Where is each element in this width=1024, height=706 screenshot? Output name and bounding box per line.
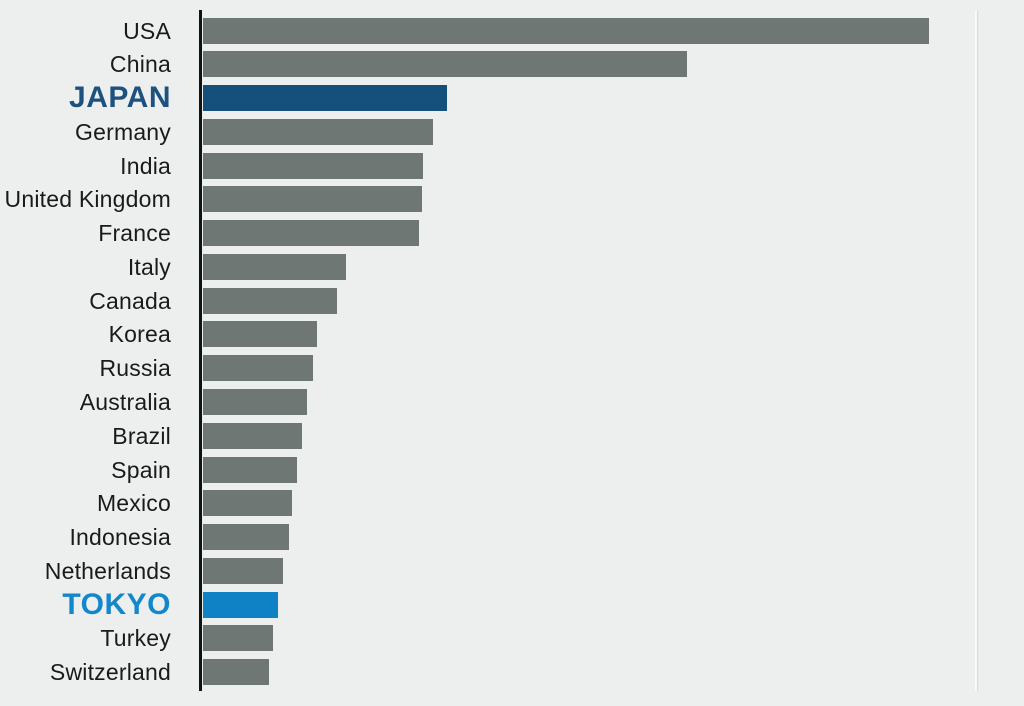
row-label-switzerland: Switzerland bbox=[49, 658, 171, 685]
row-label-india: India bbox=[120, 152, 171, 179]
row-label-france: France bbox=[98, 219, 171, 246]
row-label-australia: Australia bbox=[79, 388, 171, 415]
bar-united-kingdom bbox=[203, 186, 422, 212]
bar-netherlands bbox=[203, 558, 283, 584]
row-label-netherlands: Netherlands bbox=[44, 557, 171, 584]
bar-spain bbox=[203, 457, 297, 483]
row-label-korea: Korea bbox=[108, 320, 171, 347]
bar-china bbox=[203, 51, 687, 77]
row-label-japan: JAPAN bbox=[69, 81, 171, 114]
bar-korea bbox=[203, 321, 317, 347]
y-axis-baseline bbox=[199, 10, 202, 691]
bar-tokyo bbox=[203, 592, 278, 618]
row-label-china: China bbox=[109, 50, 171, 77]
row-label-mexico: Mexico bbox=[96, 489, 171, 516]
bar-indonesia bbox=[203, 524, 289, 550]
bar-india bbox=[203, 153, 423, 179]
bar-russia bbox=[203, 355, 313, 381]
bar-brazil bbox=[203, 423, 302, 449]
row-label-usa: USA bbox=[123, 17, 171, 44]
bar-japan bbox=[203, 85, 447, 111]
bar-germany bbox=[203, 119, 433, 145]
row-label-turkey: Turkey bbox=[100, 624, 171, 651]
bar-turkey bbox=[203, 625, 273, 651]
bar-italy bbox=[203, 254, 346, 280]
bar-mexico bbox=[203, 490, 292, 516]
row-label-russia: Russia bbox=[99, 354, 171, 381]
row-label-germany: Germany bbox=[75, 118, 171, 145]
bar-australia bbox=[203, 389, 307, 415]
row-label-canada: Canada bbox=[89, 287, 171, 314]
row-label-united-kingdom: United Kingdom bbox=[4, 185, 171, 212]
row-label-brazil: Brazil bbox=[112, 422, 171, 449]
row-label-tokyo: TOKYO bbox=[62, 588, 171, 621]
row-label-italy: Italy bbox=[127, 253, 171, 280]
bar-switzerland bbox=[203, 659, 269, 685]
row-label-spain: Spain bbox=[111, 456, 171, 483]
right-gridline bbox=[975, 10, 977, 691]
bar-canada bbox=[203, 288, 337, 314]
bar-usa bbox=[203, 18, 929, 44]
bar-france bbox=[203, 220, 419, 246]
row-label-indonesia: Indonesia bbox=[69, 523, 171, 550]
